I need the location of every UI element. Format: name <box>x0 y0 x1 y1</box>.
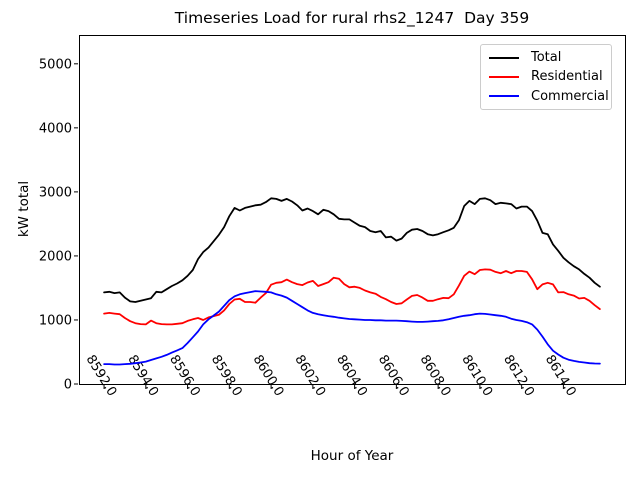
y-axis-label: kW total <box>16 180 32 238</box>
legend: Total Residential Commercial <box>480 44 612 110</box>
x-tick-label: 8606.0 <box>375 353 412 400</box>
legend-line-swatch-total <box>489 56 519 59</box>
x-tick-label: 8594.0 <box>124 353 161 400</box>
y-tick-label: 4000 <box>39 121 72 136</box>
x-axis-label: Hour of Year <box>310 448 394 464</box>
x-tick-label: 8596.0 <box>166 353 203 400</box>
x-tick-label: 8600.0 <box>250 353 287 400</box>
legend-item-total: Total <box>489 48 603 67</box>
x-tick-label: 8602.0 <box>291 353 328 400</box>
x-tick-label: 8614.0 <box>542 353 579 400</box>
x-tick-label: 8610.0 <box>458 353 495 400</box>
plot-frame <box>79 35 626 385</box>
x-tick-label: 8604.0 <box>333 353 370 400</box>
legend-line-swatch-residential <box>489 75 519 78</box>
legend-item-residential: Residential <box>489 67 603 86</box>
legend-label-residential: Residential <box>531 69 603 85</box>
x-tick-label: 8592.0 <box>83 353 120 400</box>
x-tick-label: 8612.0 <box>500 353 537 400</box>
y-tick-label: 2000 <box>39 249 72 264</box>
series-line-commercial <box>103 290 601 366</box>
x-tick-label: 8598.0 <box>208 353 245 400</box>
y-tick-label: 3000 <box>39 185 72 200</box>
y-tick-label: 1000 <box>39 313 72 328</box>
series-line-total <box>103 197 601 303</box>
y-axis-ticks: 0 1000 2000 3000 4000 5000 <box>39 57 78 393</box>
legend-label-commercial: Commercial <box>531 88 609 104</box>
y-tick-label: 0 <box>64 378 72 393</box>
legend-line-swatch-commercial <box>489 95 519 98</box>
y-tick-label: 5000 <box>39 57 72 72</box>
legend-label-total: Total <box>531 50 562 66</box>
chart-title: Timeseries Load for rural rhs2_1247 Day … <box>174 9 530 27</box>
x-axis-ticks: 8592.0 8594.0 8596.0 8598.0 8600.0 8602.0 8604… <box>83 353 579 400</box>
series-line-residential <box>103 268 601 326</box>
x-tick-label: 8608.0 <box>417 353 454 400</box>
series-lines <box>103 197 601 366</box>
legend-item-commercial: Commercial <box>489 87 609 106</box>
